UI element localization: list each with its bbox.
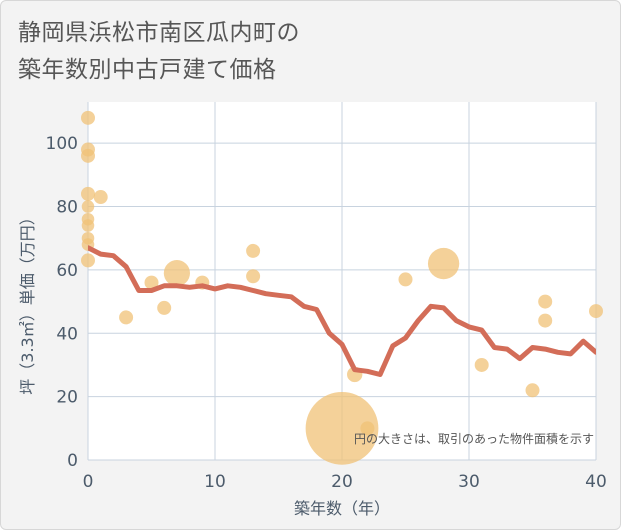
y-axis-label: 坪（3.3㎡）単価（万円） [18,209,37,394]
y-tick-label-0: 0 [67,451,78,471]
bubble-point-27 [589,304,603,319]
bubble-series [81,110,603,465]
bubble-point-26 [538,313,553,328]
x-tick-label-3: 30 [458,472,480,492]
bubble-point-12 [144,275,159,290]
bubble-point-9 [81,253,95,268]
bubble-point-4 [81,200,95,213]
x-axis-label: 築年数（年） [294,499,390,518]
bubble-point-24 [525,383,540,398]
chart-title-line1: 静岡県浜松市南区瓜内町の [18,20,300,46]
y-tick-labels: 0 20 40 60 80 100 [46,134,78,471]
x-tick-label-1: 10 [204,472,226,492]
chart-title-line2: 築年数別中古戸建て価格 [18,57,277,83]
line-series [88,245,596,377]
average-price-line [88,245,596,377]
x-tick-label-0: 0 [83,472,94,492]
bubble-point-6 [81,219,95,232]
x-tick-label-2: 20 [331,472,353,492]
x-tick-label-4: 40 [585,472,607,492]
bubble-point-3 [81,186,95,201]
bubble-size-note: 円の大きさは、取引のあった物件面積を示す [354,431,594,446]
bubble-point-16 [246,243,261,258]
y-tick-label-1: 20 [56,388,78,408]
bubble-point-17 [246,269,261,284]
bubble-point-13 [157,300,172,315]
bubble-point-23 [474,357,489,372]
bubble-point-21 [398,272,413,287]
bubble-point-22 [427,247,460,280]
chart-title: 静岡県浜松市南区瓜内町の 築年数別中古戸建て価格 [18,15,300,89]
y-tick-label-4: 80 [56,198,78,218]
bubble-point-20 [360,421,375,436]
bubble-point-18 [305,391,379,465]
bubble-point-2 [81,148,95,163]
x-tick-labels: 0 10 20 30 40 [83,472,607,492]
bubble-point-14 [163,259,190,287]
bubble-point-10 [93,190,108,205]
bubble-point-11 [119,310,134,325]
y-tick-label-3: 60 [56,261,78,281]
y-tick-label-2: 40 [56,324,78,344]
bubble-point-0 [81,110,95,125]
y-tick-label-5: 100 [46,134,78,154]
bubble-point-25 [538,294,553,309]
